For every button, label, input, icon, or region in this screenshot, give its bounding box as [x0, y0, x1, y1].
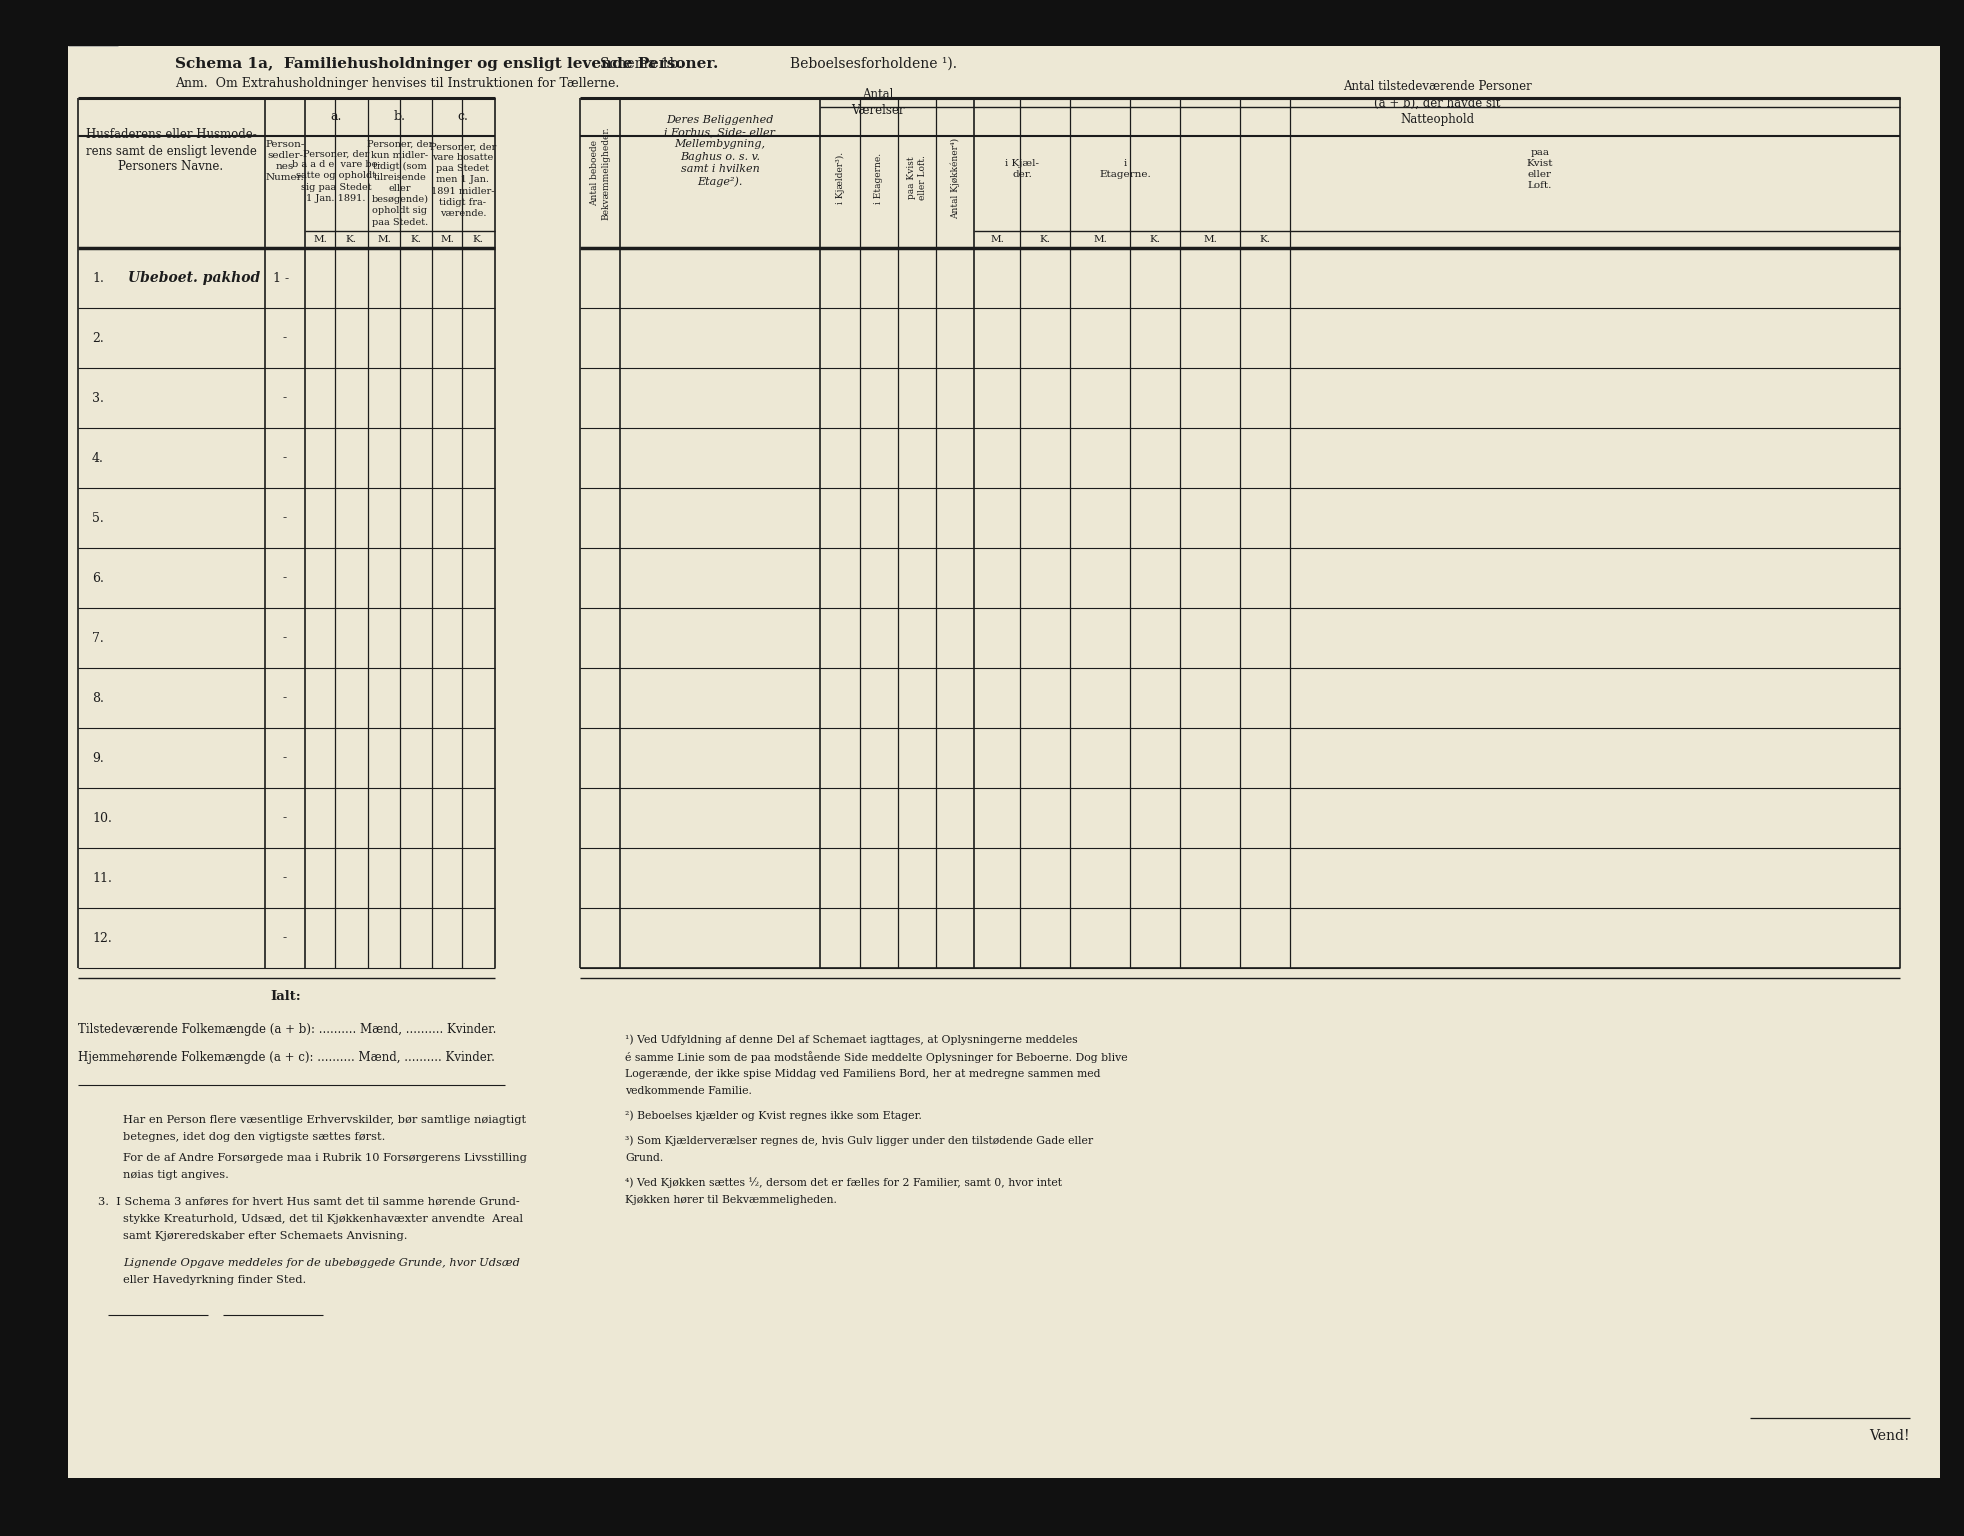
Text: Ubeboet. pakhod: Ubeboet. pakhod	[128, 270, 259, 286]
Text: 3.: 3.	[92, 392, 104, 404]
Text: a.: a.	[330, 111, 342, 123]
Text: -: -	[283, 871, 287, 885]
Text: Antal beboede
Bekvæmmeligheder.: Antal beboede Bekvæmmeligheder.	[589, 126, 609, 220]
Text: K.: K.	[471, 235, 483, 244]
Text: 12.: 12.	[92, 931, 112, 945]
Text: -: -	[283, 691, 287, 705]
Text: Kjøkken hører til Bekvæmmeligheden.: Kjøkken hører til Bekvæmmeligheden.	[625, 1195, 837, 1206]
Text: b.: b.	[395, 111, 407, 123]
Text: K.: K.	[1149, 235, 1161, 244]
Text: vedkommende Familie.: vedkommende Familie.	[625, 1086, 752, 1097]
Text: é samme Linie som de paa modstående Side meddelte Oplysninger for Beboerne. Dog : é samme Linie som de paa modstående Side…	[625, 1051, 1127, 1063]
Text: ²) Beboelses kjælder og Kvist regnes ikke som Etager.: ²) Beboelses kjælder og Kvist regnes ikk…	[625, 1111, 921, 1121]
Polygon shape	[69, 46, 1938, 1478]
Text: stykke Kreaturhold, Udsæd, det til Kjøkkenhavæxter anvendte  Areal: stykke Kreaturhold, Udsæd, det til Kjøkk…	[124, 1213, 522, 1224]
Text: -: -	[283, 392, 287, 404]
Text: eller Havedyrkning finder Sted.: eller Havedyrkning finder Sted.	[124, 1275, 306, 1286]
Text: -: -	[283, 452, 287, 464]
Text: paa Kvist
eller Loft.: paa Kvist eller Loft.	[907, 155, 927, 200]
Text: Deres Beliggenhed
i Forhus, Side- eller
Mellembygning,
Baghus o. s. v.
samt i hv: Deres Beliggenhed i Forhus, Side- eller …	[664, 115, 776, 187]
Text: Vend!: Vend!	[1868, 1428, 1909, 1442]
Text: ³) Som Kjælderverælser regnes de, hvis Gulv ligger under den tilstødende Gade el: ³) Som Kjælderverælser regnes de, hvis G…	[625, 1135, 1092, 1146]
Text: M.: M.	[1202, 235, 1216, 244]
Text: Antal tilstedeværende Personer
(a + b), der havde sit
Natteophold: Antal tilstedeværende Personer (a + b), …	[1341, 80, 1530, 126]
Text: 7.: 7.	[92, 631, 104, 645]
Text: 8.: 8.	[92, 691, 104, 705]
Text: Lignende Opgave meddeles for de ubebøggede Grunde, hvor Udsæd: Lignende Opgave meddeles for de ubebøgge…	[124, 1258, 520, 1269]
Text: 1.: 1.	[92, 272, 104, 284]
Text: Personer, der
kun midler-
tidigt (som
tilreisende
eller
besøgende)
opholdt sig
p: Personer, der kun midler- tidigt (som ti…	[367, 140, 432, 226]
Text: Antal Kjøkkéner⁴): Antal Kjøkkéner⁴)	[951, 137, 958, 218]
Text: Ialt:: Ialt:	[271, 989, 300, 1003]
Text: -: -	[283, 332, 287, 344]
Text: paa
Kvist
eller
Loft.: paa Kvist eller Loft.	[1526, 147, 1552, 190]
Text: Schema 1a,  Familiehusholdninger og ensligt levende Personer.: Schema 1a, Familiehusholdninger og ensli…	[175, 57, 719, 71]
Text: Tilstedeværende Folkemængde (a + b): .......... Mænd, .......... Kvinder.: Tilstedeværende Folkemængde (a + b): ...…	[79, 1023, 497, 1037]
Text: 5.: 5.	[92, 511, 104, 524]
Text: -: -	[283, 571, 287, 585]
Text: For de af Andre Forsørgede maa i Rubrik 10 Forsørgerens Livsstilling: For de af Andre Forsørgede maa i Rubrik …	[124, 1154, 526, 1163]
Text: Antal
Værelser: Antal Værelser	[850, 89, 903, 117]
Text: Anm.  Om Extrahusholdninger henvises til Instruktionen for Tællerne.: Anm. Om Extrahusholdninger henvises til …	[175, 77, 619, 89]
Text: -: -	[283, 511, 287, 524]
Text: c.: c.	[458, 111, 467, 123]
Text: M.: M.	[990, 235, 1004, 244]
Text: betegnes, idet dog den vigtigste sættes først.: betegnes, idet dog den vigtigste sættes …	[124, 1132, 385, 1141]
Text: M.: M.	[440, 235, 454, 244]
Text: Har en Person flere væsentlige Erhvervskilder, bør samtlige nøiagtigt: Har en Person flere væsentlige Erhvervsk…	[124, 1115, 526, 1124]
Text: i Kjælder³).: i Kjælder³).	[835, 152, 845, 204]
Text: i
Etagerne.: i Etagerne.	[1098, 158, 1151, 180]
Text: -: -	[283, 631, 287, 645]
Text: Grund.: Grund.	[625, 1154, 664, 1163]
Text: 11.: 11.	[92, 871, 112, 885]
Text: Personer, der
b a a d e  vare bo-
satte og opholdt
sig paa Stedet
1 Jan. 1891.: Personer, der b a a d e vare bo- satte o…	[291, 149, 381, 203]
Text: Personer, der
vare bosatte
paa Stedet
men 1 Jan.
1891 midler-
tidigt fra-
værend: Personer, der vare bosatte paa Stedet me…	[430, 143, 495, 218]
Text: -: -	[283, 931, 287, 945]
Text: -: -	[283, 751, 287, 765]
Text: Person-
sedler-
nes
Numer.: Person- sedler- nes Numer.	[265, 140, 304, 183]
Text: 3.  I Schema 3 anføres for hvert Hus samt det til samme hørende Grund-: 3. I Schema 3 anføres for hvert Hus samt…	[98, 1197, 520, 1207]
Text: M.: M.	[377, 235, 391, 244]
Text: 9.: 9.	[92, 751, 104, 765]
Text: M.: M.	[1092, 235, 1106, 244]
Text: Logerænde, der ikke spise Middag ved Familiens Bord, her at medregne sammen med: Logerænde, der ikke spise Middag ved Fam…	[625, 1069, 1100, 1078]
Text: 2.: 2.	[92, 332, 104, 344]
Text: samt Kjøreredskaber efter Schemaets Anvisning.: samt Kjøreredskaber efter Schemaets Anvi…	[124, 1230, 407, 1241]
Text: K.: K.	[410, 235, 422, 244]
Text: nøias tigt angives.: nøias tigt angives.	[124, 1170, 228, 1180]
Text: i Etagerne.: i Etagerne.	[874, 152, 884, 204]
Text: 10.: 10.	[92, 811, 112, 825]
Text: i Kjæl-
der.: i Kjæl- der.	[1004, 158, 1039, 180]
Text: ¹) Ved Udfyldning af denne Del af Schemaet iagttages, at Oplysningerne meddeles: ¹) Ved Udfyldning af denne Del af Schema…	[625, 1035, 1076, 1046]
Text: ⁴) Ved Kjøkken sættes ½, dersom det er fælles for 2 Familier, samt 0, hvor intet: ⁴) Ved Kjøkken sættes ½, dersom det er f…	[625, 1178, 1061, 1189]
Text: K.: K.	[346, 235, 355, 244]
Text: Hjemmehørende Folkemængde (a + c): .......... Mænd, .......... Kvinder.: Hjemmehørende Folkemængde (a + c): .....…	[79, 1052, 495, 1064]
Text: -: -	[283, 811, 287, 825]
Text: 4.: 4.	[92, 452, 104, 464]
Text: K.: K.	[1259, 235, 1271, 244]
Text: Beboelsesforholdene ¹).: Beboelsesforholdene ¹).	[790, 57, 956, 71]
Text: 1 -: 1 -	[273, 272, 289, 284]
Text: Husfaderens eller Husmode-
rens samt de ensligt levende
Personers Navne.: Husfaderens eller Husmode- rens samt de …	[86, 129, 257, 174]
Text: 6.: 6.	[92, 571, 104, 585]
Text: K.: K.	[1039, 235, 1051, 244]
Text: Schema 1b.: Schema 1b.	[599, 57, 682, 71]
Text: M.: M.	[312, 235, 326, 244]
